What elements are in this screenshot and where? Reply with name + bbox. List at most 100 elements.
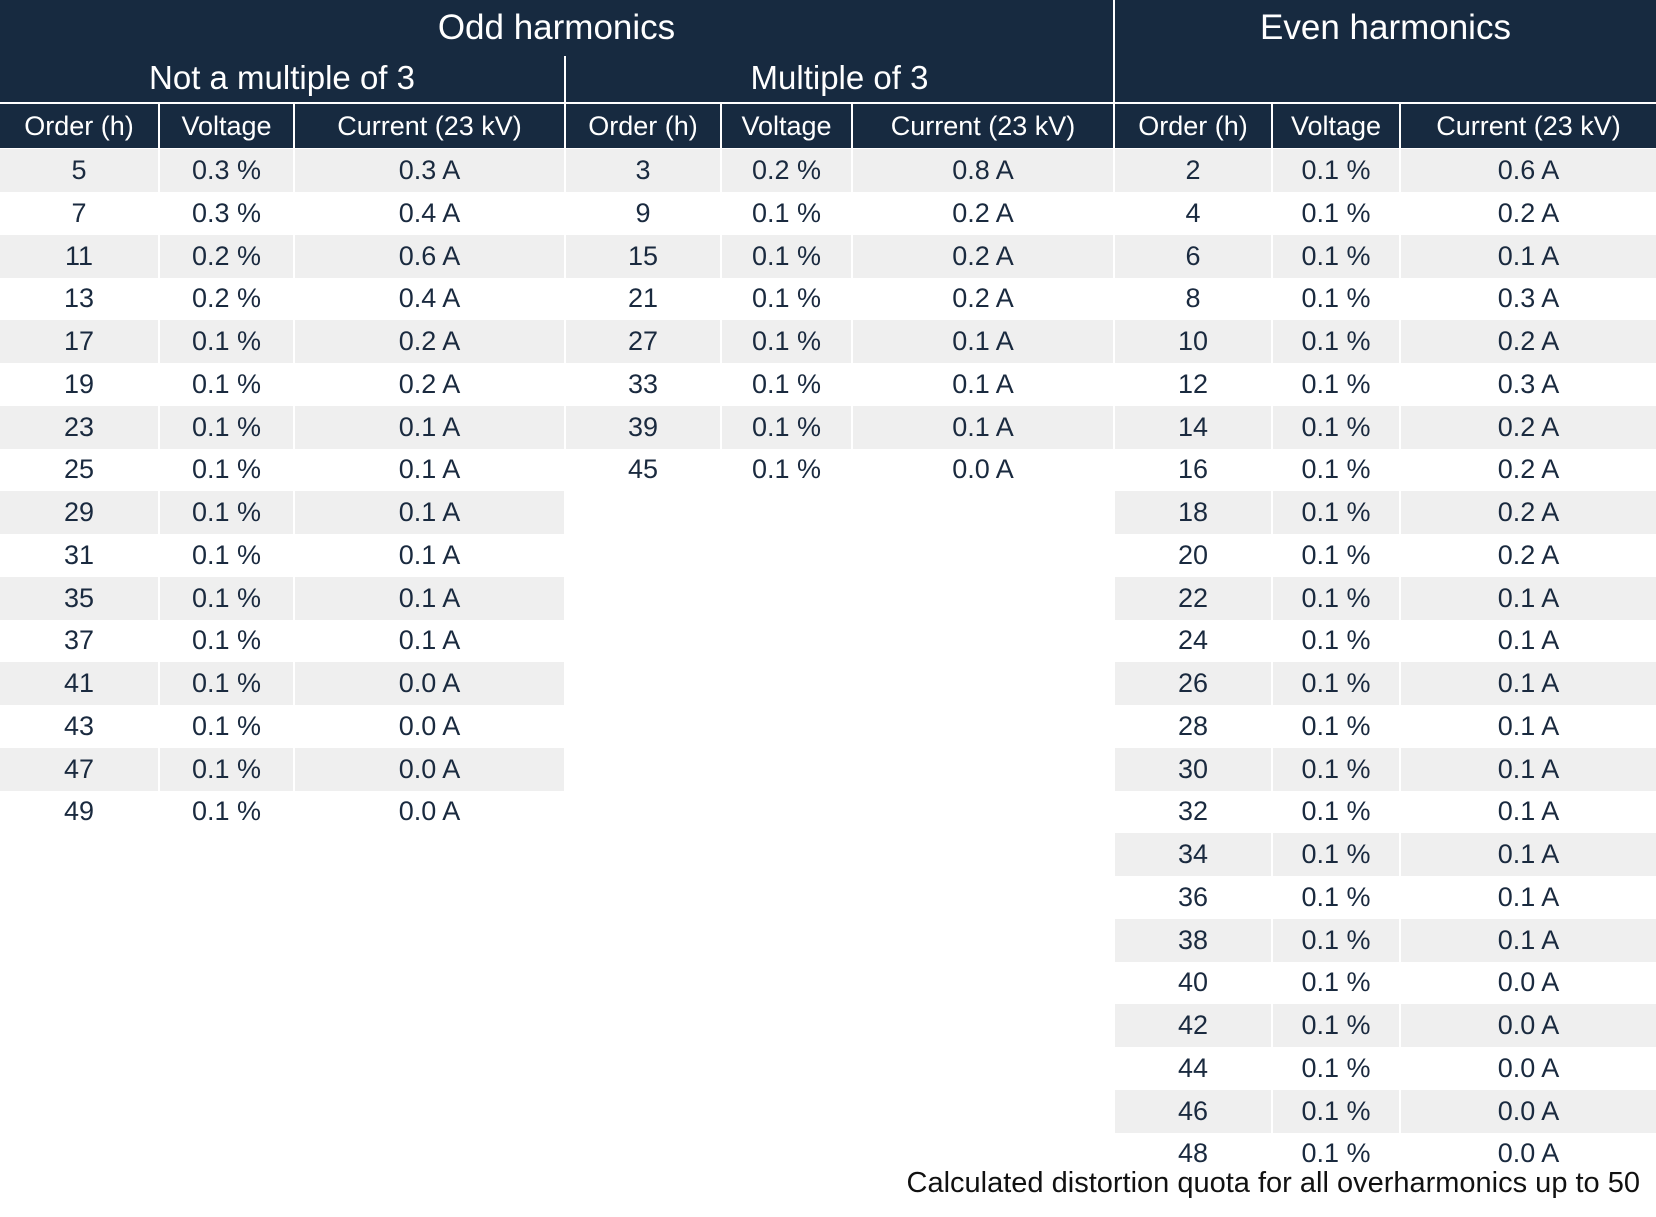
even-harmonics-order-cell: 38 — [1115, 918, 1271, 962]
not-multiple-of-3-header: Not a multiple of 3 — [0, 54, 564, 102]
even-harmonics-current-cell: 0.2 A — [1401, 491, 1656, 534]
even-harmonics-voltage-cell: 0.1 % — [1301, 796, 1371, 827]
even-harmonics-current-cell: 0.1 A — [1401, 747, 1656, 791]
even-harmonics-voltage-cell: 0.1 % — [1301, 197, 1371, 228]
footnote: Calculated distortion quota for all over… — [906, 1167, 1640, 1199]
multiple-of-3-order-cell: 21 — [627, 283, 659, 314]
even-harmonics-order-cell: 48 — [1177, 1138, 1209, 1169]
even-harmonics-order-cell: 18 — [1115, 491, 1271, 534]
not-multiple-of-3-current-cell: 0.0 A — [398, 710, 461, 741]
multiple-of-3-voltage-cell: 0.1 % — [722, 405, 851, 449]
multiple-of-3-current-cell: 0.2 A — [952, 197, 1014, 228]
not-multiple-of-3-current-cell: 0.1 A — [398, 454, 461, 485]
even-harmonics-voltage-cell: 0.1 % — [1301, 710, 1371, 741]
not-multiple-of-3-voltage-cell: 0.1 % — [160, 662, 293, 705]
even-harmonics-header: Even harmonics — [1115, 0, 1656, 56]
multiple-of-3-current-cell: 0.1 A — [952, 368, 1014, 399]
not-multiple-of-3-current-cell: 0.0 A — [398, 796, 461, 827]
col-header-order: Order (h) — [566, 104, 720, 148]
even-harmonics-current-cell: 0.1 A — [1497, 881, 1560, 912]
not-multiple-of-3-current-cell: 0.2 A — [398, 368, 461, 399]
multiple-of-3-voltage-cell: 0.2 % — [722, 149, 851, 192]
multiple-of-3-current-cell: 0.1 A — [853, 320, 1113, 363]
even-harmonics-voltage-cell: 0.1 % — [1301, 881, 1371, 912]
not-multiple-of-3-current-cell: 0.1 A — [295, 491, 564, 534]
even-harmonics-voltage-cell: 0.1 % — [1273, 320, 1399, 363]
not-multiple-of-3-voltage-cell: 0.1 % — [191, 368, 262, 399]
even-harmonics-voltage-cell: 0.1 % — [1273, 234, 1399, 278]
not-multiple-of-3-order-cell: 35 — [0, 576, 158, 620]
not-multiple-of-3-order-cell: 31 — [63, 539, 95, 570]
not-multiple-of-3-order-cell: 37 — [63, 625, 95, 656]
not-multiple-of-3-order-cell: 11 — [0, 234, 158, 278]
even-harmonics-current-cell: 0.2 A — [1497, 454, 1560, 485]
even-harmonics-current-cell: 0.0 A — [1401, 1004, 1656, 1047]
not-multiple-of-3-order-cell: 49 — [63, 796, 95, 827]
even-harmonics-current-cell: 0.1 A — [1401, 576, 1656, 620]
multiple-of-3-voltage-cell: 0.1 % — [722, 320, 851, 363]
even-harmonics-current-cell: 0.3 A — [1497, 368, 1560, 399]
even-harmonics-voltage-cell: 0.1 % — [1273, 491, 1399, 534]
multiple-of-3-current-cell: 0.8 A — [853, 149, 1113, 192]
not-multiple-of-3-current-cell: 0.4 A — [398, 283, 461, 314]
multiple-of-3-order-cell: 45 — [627, 454, 659, 485]
not-multiple-of-3-current-cell: 0.1 A — [295, 405, 564, 449]
not-multiple-of-3-order-cell: 17 — [0, 320, 158, 363]
even-harmonics-current-cell: 0.2 A — [1497, 539, 1560, 570]
multiple-of-3-current-cell: 0.2 A — [952, 283, 1014, 314]
not-multiple-of-3-order-cell: 13 — [63, 283, 95, 314]
even-harmonics-subheader-spacer — [1115, 54, 1656, 102]
even-harmonics-voltage-cell: 0.1 % — [1273, 918, 1399, 962]
not-multiple-of-3-current-cell: 0.0 A — [295, 662, 564, 705]
not-multiple-of-3-voltage-cell: 0.2 % — [191, 283, 262, 314]
even-harmonics-current-cell: 0.3 A — [1497, 283, 1560, 314]
not-multiple-of-3-current-cell: 0.6 A — [295, 234, 564, 278]
even-harmonics-voltage-cell: 0.1 % — [1301, 368, 1371, 399]
not-multiple-of-3-voltage-cell: 0.1 % — [160, 576, 293, 620]
multiple-of-3-order-cell: 27 — [566, 320, 720, 363]
col-header-voltage: Voltage — [1273, 104, 1399, 148]
multiple-of-3-current-cell: 0.0 A — [952, 454, 1014, 485]
even-harmonics-voltage-cell: 0.1 % — [1301, 625, 1371, 656]
not-multiple-of-3-order-cell: 29 — [0, 491, 158, 534]
even-harmonics-order-cell: 32 — [1177, 796, 1209, 827]
even-harmonics-current-cell: 0.2 A — [1497, 197, 1560, 228]
not-multiple-of-3-order-cell: 47 — [0, 747, 158, 791]
not-multiple-of-3-voltage-cell: 0.1 % — [191, 539, 262, 570]
even-harmonics-order-cell: 34 — [1115, 833, 1271, 876]
not-multiple-of-3-order-cell: 41 — [0, 662, 158, 705]
not-multiple-of-3-voltage-cell: 0.3 % — [191, 197, 262, 228]
even-harmonics-current-cell: 0.1 A — [1401, 833, 1656, 876]
even-harmonics-order-cell: 26 — [1115, 662, 1271, 705]
even-harmonics-current-cell: 0.1 A — [1401, 662, 1656, 705]
col-header-current: Current (23 kV) — [1401, 104, 1656, 148]
even-harmonics-order-cell: 8 — [1185, 283, 1201, 314]
multiple-of-3-current-cell: 0.2 A — [853, 234, 1113, 278]
not-multiple-of-3-order-cell: 23 — [0, 405, 158, 449]
not-multiple-of-3-voltage-cell: 0.1 % — [160, 405, 293, 449]
not-multiple-of-3-voltage-cell: 0.1 % — [191, 796, 262, 827]
even-harmonics-order-cell: 16 — [1177, 454, 1209, 485]
even-harmonics-order-cell: 4 — [1185, 197, 1201, 228]
multiple-of-3-voltage-cell: 0.1 % — [751, 197, 822, 228]
not-multiple-of-3-voltage-cell: 0.2 % — [160, 234, 293, 278]
col-header-voltage: Voltage — [160, 104, 293, 148]
multiple-of-3-voltage-cell: 0.1 % — [751, 283, 822, 314]
even-harmonics-voltage-cell: 0.1 % — [1273, 1004, 1399, 1047]
even-harmonics-order-cell: 12 — [1177, 368, 1209, 399]
not-multiple-of-3-current-cell: 0.3 A — [295, 149, 564, 192]
not-multiple-of-3-voltage-cell: 0.1 % — [160, 491, 293, 534]
not-multiple-of-3-voltage-cell: 0.3 % — [160, 149, 293, 192]
even-harmonics-order-cell: 24 — [1177, 625, 1209, 656]
col-header-order: Order (h) — [1115, 104, 1271, 148]
even-harmonics-order-cell: 6 — [1115, 234, 1271, 278]
even-harmonics-current-cell: 0.2 A — [1401, 320, 1656, 363]
even-harmonics-current-cell: 0.1 A — [1497, 710, 1560, 741]
even-harmonics-order-cell: 30 — [1115, 747, 1271, 791]
not-multiple-of-3-voltage-cell: 0.1 % — [160, 320, 293, 363]
even-harmonics-current-cell: 0.0 A — [1401, 1089, 1656, 1133]
not-multiple-of-3-voltage-cell: 0.1 % — [191, 454, 262, 485]
even-harmonics-order-cell: 42 — [1115, 1004, 1271, 1047]
even-harmonics-voltage-cell: 0.1 % — [1273, 1089, 1399, 1133]
